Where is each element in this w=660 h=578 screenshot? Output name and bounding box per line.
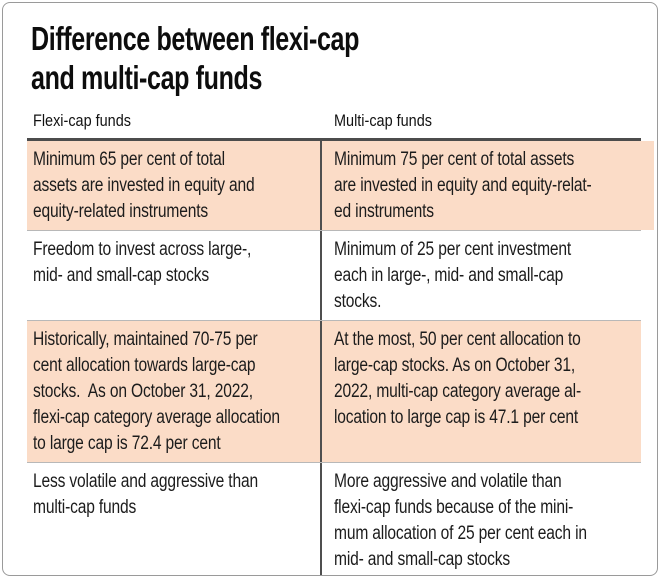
table-row: Historically, maintained 70-75 per cent … [27, 320, 642, 462]
table-header-row: Flexi-cap funds Multi-cap funds [27, 111, 641, 141]
cell-text: Historically, maintained 70-75 per cent … [33, 329, 280, 454]
multi-cap-cell-investment-freedom: Minimum of 25 per cent investment each i… [320, 231, 641, 320]
cell-text: Minimum of 25 per cent investment each i… [334, 239, 572, 312]
cell-text: More aggressive and volatile than flexi-… [334, 471, 587, 570]
cell-text: At the most, 50 per cent allocation to l… [334, 329, 581, 428]
page-title: Difference between flexi-cap and multi-c… [31, 20, 360, 96]
flexi-cap-cell-largecap-allocation: Historically, maintained 70-75 per cent … [27, 321, 320, 462]
table-row: Minimum 65 per cent of total assets are … [27, 141, 655, 230]
table-row: Freedom to invest across large-, mid- an… [27, 230, 641, 320]
flexi-cap-cell-volatility: Less volatile and aggressive than multi-… [27, 463, 320, 575]
flexi-cap-cell-equity-minimum: Minimum 65 per cent of total assets are … [27, 141, 320, 230]
column-header-flexi-cap-label: Flexi-cap funds [33, 111, 131, 130]
cell-text: Minimum 75 per cent of total assets are … [334, 149, 592, 222]
table-row: Less volatile and aggressive than multi-… [27, 462, 649, 575]
column-header-multi-cap: Multi-cap funds [320, 111, 641, 138]
multi-cap-cell-volatility: More aggressive and volatile than flexi-… [320, 463, 649, 575]
multi-cap-cell-largecap-allocation: At the most, 50 per cent allocation to l… [320, 321, 642, 462]
flexi-cap-cell-investment-freedom: Freedom to invest across large-, mid- an… [27, 231, 320, 320]
comparison-table: Flexi-cap funds Multi-cap funds Minimum … [27, 111, 655, 575]
column-header-flexi-cap: Flexi-cap funds [27, 111, 320, 138]
column-header-multi-cap-label: Multi-cap funds [334, 111, 432, 130]
cell-text: Minimum 65 per cent of total assets are … [33, 149, 255, 222]
multi-cap-cell-equity-minimum: Minimum 75 per cent of total assets are … [320, 141, 655, 230]
cell-text: Freedom to invest across large-, mid- an… [33, 239, 252, 286]
cell-text: Less volatile and aggressive than multi-… [33, 471, 258, 518]
table-body: Minimum 65 per cent of total assets are … [27, 141, 655, 575]
